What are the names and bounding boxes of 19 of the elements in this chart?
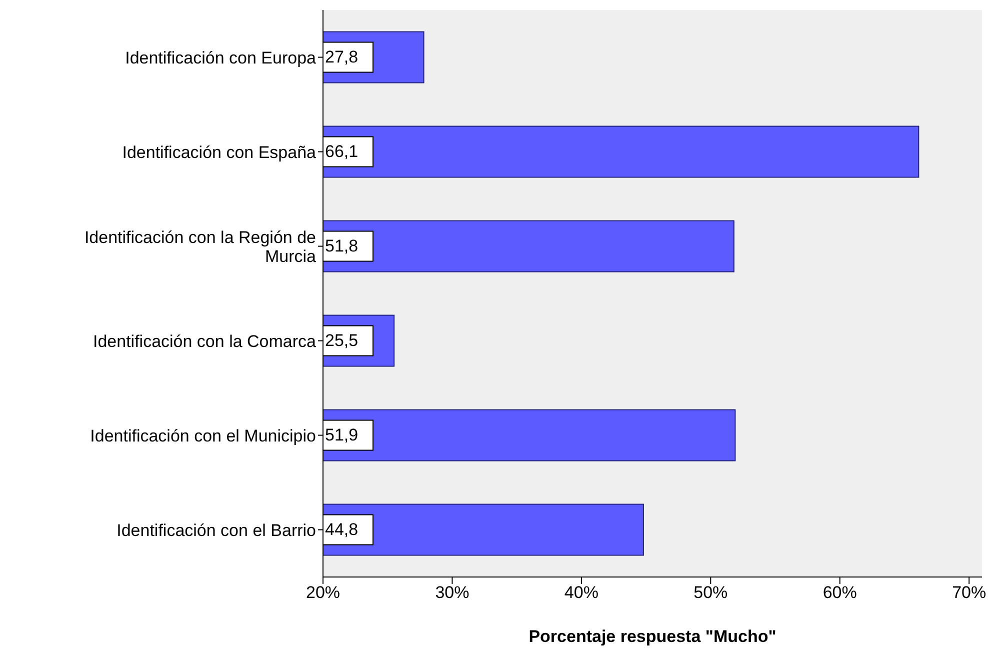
x-tick-label: 50% — [694, 583, 728, 602]
x-tick-label: 70% — [952, 583, 986, 602]
x-tick-label: 20% — [306, 583, 340, 602]
x-tick-label: 30% — [435, 583, 470, 602]
data-label: 25,5 — [325, 331, 358, 350]
data-label: 51,8 — [325, 236, 358, 256]
y-tick-label: Identificación con la Comarca — [92, 331, 317, 350]
data-label: 44,8 — [325, 520, 358, 540]
data-label: 51,9 — [325, 426, 358, 445]
y-tick-label: Identificación con España — [122, 142, 317, 162]
y-tick-label: Identificación con Europa — [125, 48, 317, 67]
y-tick-label: Identificación con la Región de Murcia — [84, 227, 317, 266]
y-tick-label: Identificación con el Barrio — [116, 520, 316, 540]
x-tick-label: 40% — [564, 583, 598, 602]
x-tick-label: 60% — [822, 583, 857, 602]
data-label: 27,8 — [325, 48, 358, 67]
data-label: 66,1 — [325, 142, 358, 162]
x-axis-title: Porcentaje respuesta "Mucho" — [528, 627, 776, 646]
y-tick-label: Identificación con el Municipio — [90, 426, 316, 445]
